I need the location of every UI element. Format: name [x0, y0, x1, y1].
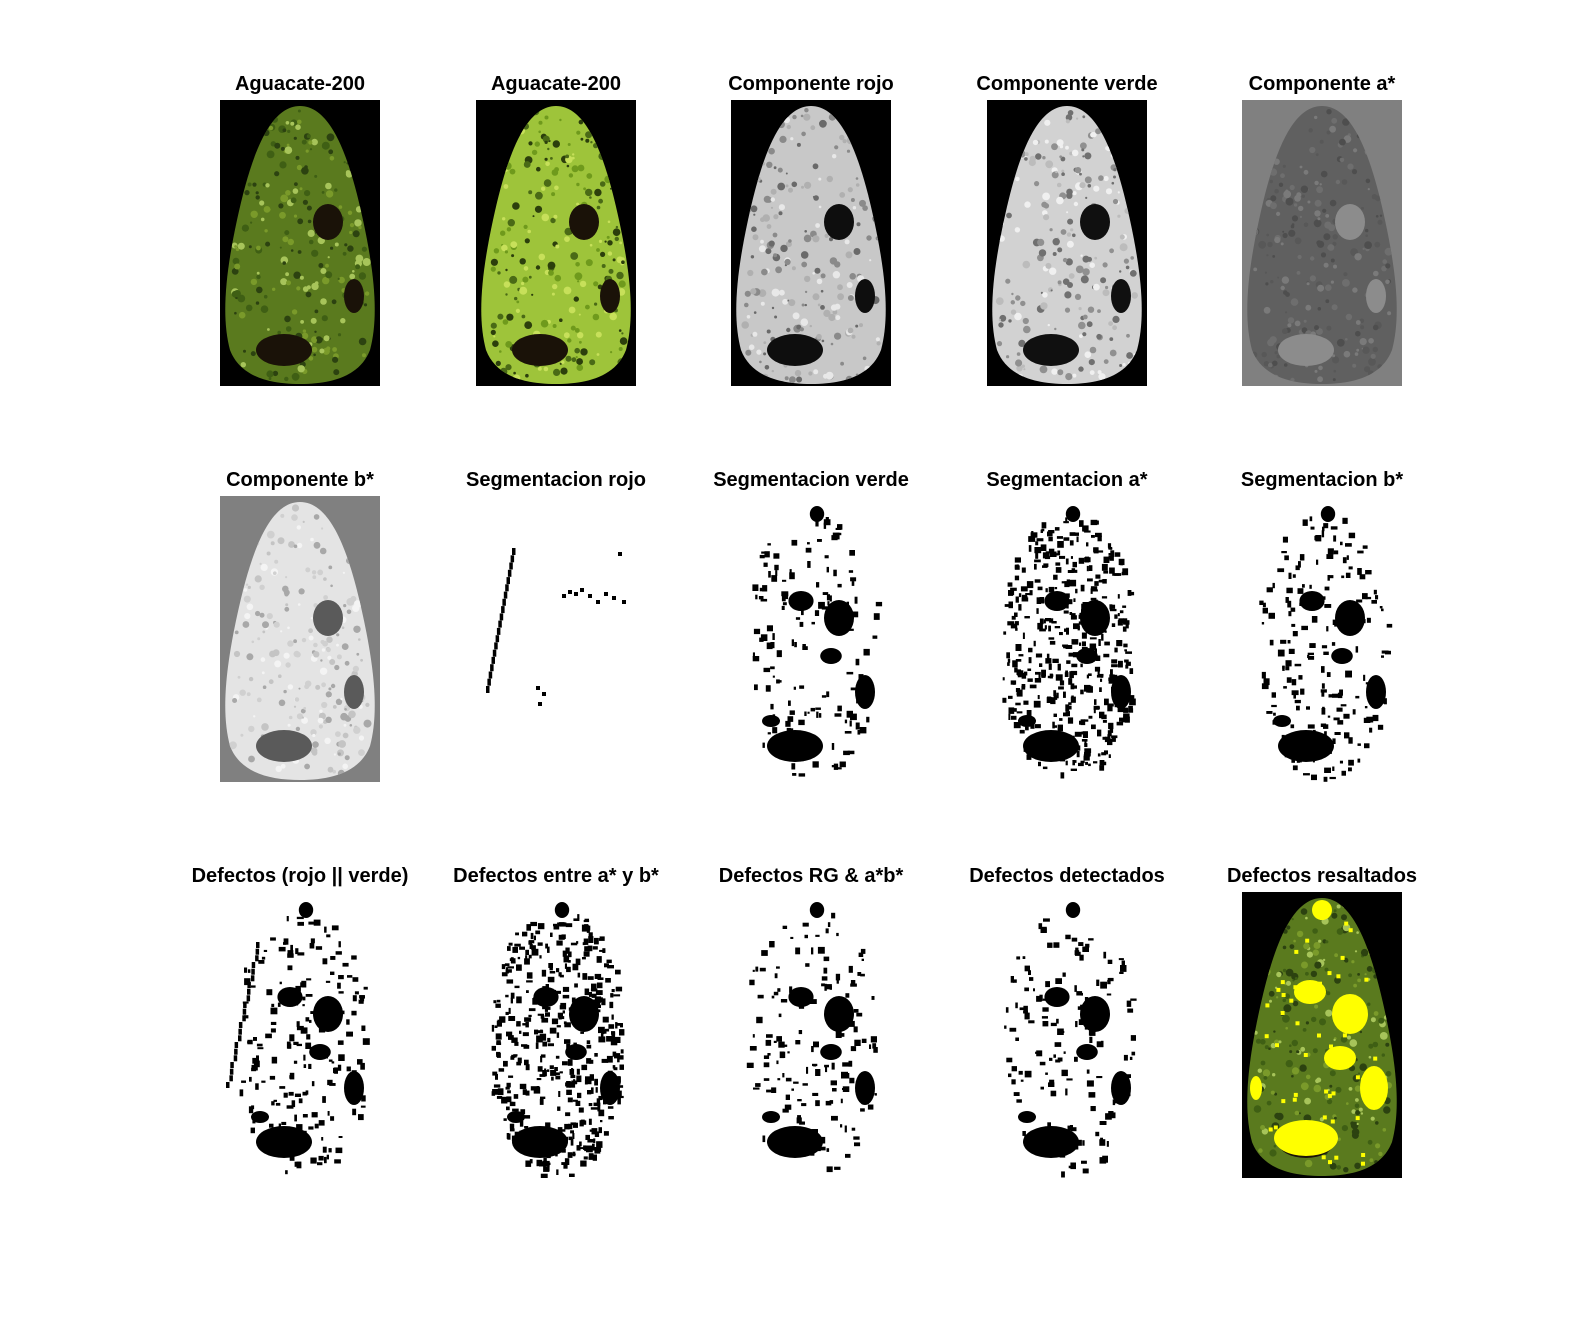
panel-title: Defectos RG & a*b*	[718, 865, 904, 887]
green-component-image	[987, 100, 1147, 386]
image-svg	[476, 892, 636, 1178]
image-svg	[476, 100, 636, 386]
panel-title: Segmentacion a*	[986, 469, 1148, 491]
panel-title: Aguacate-200	[490, 73, 622, 95]
panel-title: Segmentacion verde	[713, 469, 909, 491]
panel-title: Defectos resaltados	[1226, 865, 1418, 887]
detected-defects-mask	[987, 892, 1147, 1178]
red-component-image	[731, 100, 891, 386]
green-segmentation-mask	[731, 496, 891, 782]
avocado-enhanced-image	[476, 100, 636, 386]
image-svg	[1242, 892, 1402, 1178]
b-component-image	[220, 496, 380, 782]
panel-title: Componente rojo	[728, 73, 894, 95]
image-svg	[220, 892, 380, 1178]
image-svg	[987, 892, 1147, 1178]
b-segmentation-mask	[1242, 496, 1402, 782]
image-svg	[731, 892, 891, 1178]
image-svg	[731, 496, 891, 782]
red-segmentation-mask	[476, 496, 636, 782]
image-svg	[220, 100, 380, 386]
panel-title: Segmentacion b*	[1240, 469, 1404, 491]
image-svg	[987, 100, 1147, 386]
image-svg	[731, 100, 891, 386]
image-svg	[1242, 496, 1402, 782]
panel-title: Componente a*	[1248, 73, 1396, 95]
image-svg	[220, 496, 380, 782]
a-component-image	[1242, 100, 1402, 386]
avocado-rgb-image	[220, 100, 380, 386]
image-svg	[1242, 100, 1402, 386]
panel-title: Defectos (rojo || verde)	[191, 865, 409, 887]
panel-title: Componente verde	[976, 73, 1158, 95]
image-svg	[476, 496, 636, 782]
image-svg	[987, 496, 1147, 782]
panel-title: Componente b*	[226, 469, 374, 491]
panel-title: Defectos detectados	[969, 865, 1165, 887]
highlighted-defects-image	[1242, 892, 1402, 1178]
ab-defects-mask	[476, 892, 636, 1178]
a-segmentation-mask	[987, 496, 1147, 782]
rg-and-ab-defects-mask	[731, 892, 891, 1178]
panel-title: Defectos entre a* y b*	[453, 865, 659, 887]
panel-title: Aguacate-200	[234, 73, 366, 95]
panel-title: Segmentacion rojo	[465, 469, 647, 491]
rg-or-defects-mask	[220, 892, 380, 1178]
